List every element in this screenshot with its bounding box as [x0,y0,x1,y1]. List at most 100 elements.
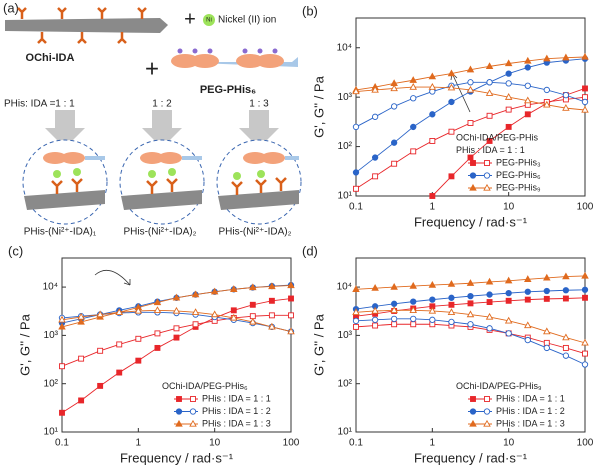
marker [485,312,494,320]
marker [581,98,589,106]
nickel-icon [203,14,215,26]
marker [97,347,104,354]
marker [190,396,196,402]
x-tick-label: 1 [136,438,142,449]
x-tick-label: 10 [503,202,515,213]
marker [390,282,398,290]
marker [448,98,455,106]
marker [582,294,588,301]
marker [505,123,512,130]
panel-label: (d) [302,243,318,258]
marker [448,301,455,308]
schematic: (a) OChi-IDA + Ni Nickel (II) ion + PEG-… [3,0,302,238]
marker [287,281,295,289]
marker [543,287,550,295]
y-tick-label: 10³ [338,92,353,103]
marker [486,299,493,305]
y-tick-label: 10³ [338,330,353,341]
marker [391,321,398,328]
marker [353,185,359,192]
marker [249,317,257,325]
marker [486,325,493,332]
legend-title: OChi-IDA/PEG-PHis₉ [456,381,542,391]
legend-title: OChi-IDA/PEG-PHis [456,132,539,142]
legend-label: PEG-PHis₉ [496,182,541,192]
marker [78,355,85,362]
marker [447,280,456,287]
marker [505,70,512,77]
marker [371,306,379,314]
y-axis-title: G', G'' / Pa [311,313,326,375]
x-axis-title: Frequency / rad·s⁻¹ [120,450,234,465]
marker [428,82,437,90]
chain-label: OChi-IDA [26,52,75,64]
x-tick-label: 10 [503,438,515,449]
ratio: 1 : 3 [249,99,269,110]
legend-label: PEG-PHis₃ [496,157,541,167]
marker [173,325,180,332]
marker [410,95,417,102]
marker [447,83,456,91]
marker [562,53,570,61]
marker [524,336,531,344]
marker [210,287,219,295]
marker [191,308,200,315]
marker [448,128,455,135]
marker [467,120,474,126]
marker [467,154,474,161]
marker [371,154,379,161]
marker [484,160,490,166]
marker [390,139,398,146]
marker [134,306,143,314]
legend-label: PHis : IDA = 1 : 2 [496,406,565,416]
marker [504,93,513,100]
marker [466,310,475,318]
marker [581,338,589,346]
marker [173,334,180,341]
marker [210,310,219,318]
marker [543,327,551,335]
marker [77,312,85,320]
marker [486,138,493,144]
marker [176,396,182,402]
marker [543,295,550,302]
marker [428,306,437,314]
marker [390,103,398,110]
y-axis-title: G', G'' / Pa [311,75,326,137]
y-tick-label: 10¹ [338,191,353,202]
marker [524,82,531,89]
marker [448,294,455,301]
ratio: 1 : 2 [152,99,172,110]
marker [116,341,123,348]
marker [447,69,456,77]
marker [135,335,142,342]
marker [372,173,379,180]
marker [543,344,550,352]
ion-symbol: Ni [206,18,212,24]
marker [59,409,65,416]
marker [154,330,161,337]
y-tick-label: 10⁴ [337,282,352,293]
marker [470,396,476,402]
marker [409,306,417,313]
legend-title: PHis : IDA = 1 : 1 [456,145,525,155]
marker [230,307,237,314]
x-tick-label: 0.1 [55,438,69,449]
product-label: PHis-(Ni²⁺-IDA)₂ [123,227,196,238]
marker [562,272,570,280]
marker [189,408,197,415]
marker [524,111,531,118]
marker [543,339,550,346]
marker [97,382,104,389]
phis-block [171,54,284,68]
marker [59,363,65,370]
legend-label: PHis : IDA = 1 : 2 [202,406,271,416]
marker [429,193,436,199]
marker [562,295,569,302]
marker [505,289,512,297]
legend-title: OChi-IDA/PEG-PHis₆ [162,381,248,391]
panel-label: (b) [302,3,318,18]
marker [448,318,455,326]
marker [524,288,531,295]
